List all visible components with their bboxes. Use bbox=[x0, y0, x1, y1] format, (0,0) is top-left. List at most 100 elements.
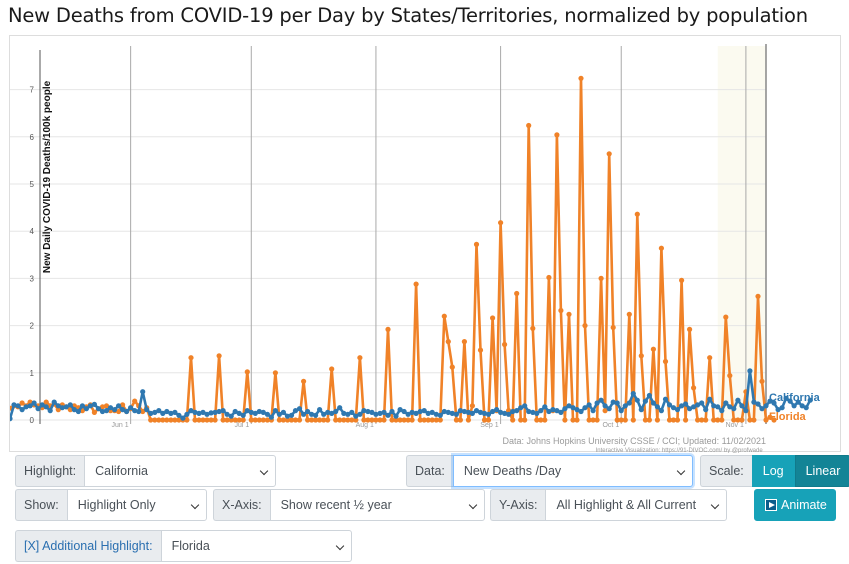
data-point-california bbox=[747, 368, 753, 374]
data-point-california bbox=[586, 402, 592, 408]
data-point-california bbox=[248, 409, 254, 415]
scale-log-button[interactable]: Log bbox=[751, 455, 795, 487]
yaxis-select[interactable]: All Highlight & All Current bbox=[545, 489, 727, 521]
data-point-florida bbox=[610, 324, 616, 331]
data-point-florida bbox=[417, 417, 423, 423]
data-point-florida bbox=[425, 417, 431, 423]
data-point-california bbox=[425, 410, 431, 416]
data-point-florida bbox=[477, 347, 484, 353]
xaxis-label: X-Axis: bbox=[213, 489, 270, 521]
additional-highlight-label[interactable]: [X] Additional Highlight: bbox=[15, 530, 161, 562]
data-point-california bbox=[498, 409, 504, 415]
data-point-florida bbox=[156, 417, 162, 423]
data-point-california bbox=[325, 409, 331, 415]
data-point-california bbox=[570, 405, 576, 411]
data-point-florida bbox=[630, 417, 636, 423]
chevron-down-icon bbox=[468, 500, 478, 510]
y-tick-label: 4 bbox=[30, 227, 35, 236]
animate-button[interactable]: Animate bbox=[754, 489, 836, 521]
data-point-california bbox=[679, 403, 685, 409]
data-point-florida bbox=[674, 417, 681, 423]
data-point-california bbox=[208, 410, 214, 416]
data-point-florida bbox=[228, 417, 234, 423]
y-tick-label: 1 bbox=[30, 369, 35, 378]
data-point-florida bbox=[301, 378, 307, 384]
data-label: Data: bbox=[406, 455, 453, 487]
x-tick-label: Nov 1 bbox=[726, 422, 744, 429]
chevron-down-icon bbox=[335, 541, 345, 551]
data-point-california bbox=[461, 408, 467, 415]
data-point-florida bbox=[200, 417, 206, 423]
data-point-florida bbox=[473, 241, 480, 247]
additional-highlight-select[interactable]: Florida bbox=[160, 530, 352, 562]
y-tick-label: 6 bbox=[30, 133, 35, 142]
data-point-california bbox=[168, 410, 174, 416]
data-point-california bbox=[518, 405, 524, 411]
data-point-california bbox=[550, 407, 556, 413]
data-point-florida bbox=[220, 417, 226, 423]
data-point-california bbox=[361, 408, 367, 414]
data-point-florida bbox=[296, 417, 303, 423]
show-group: Show: Highlight Only bbox=[15, 489, 207, 521]
data-point-florida bbox=[313, 417, 319, 423]
data-point-california bbox=[755, 401, 761, 407]
y-tick-label: 5 bbox=[30, 180, 35, 189]
show-select[interactable]: Highlight Only bbox=[66, 489, 207, 521]
data-point-florida bbox=[385, 326, 391, 332]
data-point-florida bbox=[759, 378, 765, 384]
data-point-california bbox=[224, 411, 230, 417]
data-point-florida bbox=[232, 417, 238, 423]
data-point-florida bbox=[204, 417, 210, 423]
data-point-florida bbox=[188, 355, 194, 361]
xaxis-select[interactable]: Show recent ½ year bbox=[269, 489, 485, 521]
data-point-california bbox=[405, 411, 411, 417]
data-point-california bbox=[389, 408, 395, 415]
series-label-california: California bbox=[769, 392, 821, 404]
data-point-california bbox=[763, 403, 769, 409]
play-icon bbox=[765, 499, 777, 511]
data-point-california bbox=[136, 408, 142, 415]
data-point-california bbox=[795, 399, 801, 405]
data-point-california bbox=[71, 407, 77, 413]
data-point-florida bbox=[377, 417, 383, 423]
data-select[interactable]: New Deaths /Day bbox=[452, 455, 693, 487]
data-point-florida bbox=[658, 245, 665, 251]
data-point-florida bbox=[502, 341, 508, 348]
data-point-california bbox=[803, 405, 809, 411]
data-point-california bbox=[349, 409, 355, 415]
data-point-florida bbox=[582, 323, 588, 329]
data-point-california bbox=[321, 411, 327, 417]
scale-linear-button[interactable]: Linear bbox=[794, 455, 849, 487]
data-point-california bbox=[739, 403, 745, 409]
data-point-florida bbox=[208, 417, 214, 423]
data-point-california bbox=[453, 411, 459, 417]
data-point-california bbox=[260, 409, 266, 415]
highlight-label: Highlight: bbox=[15, 455, 85, 487]
data-point-california bbox=[582, 405, 588, 411]
data-point-california bbox=[156, 408, 162, 414]
data-point-florida bbox=[767, 414, 773, 420]
data-point-california bbox=[103, 408, 110, 414]
data-point-california bbox=[11, 402, 17, 408]
data-point-california bbox=[176, 412, 182, 418]
data-point-california bbox=[723, 400, 729, 406]
data-point-florida bbox=[445, 339, 451, 345]
data-point-california bbox=[546, 408, 552, 415]
data-point-california bbox=[606, 406, 612, 412]
data-point-california bbox=[120, 407, 126, 413]
data-point-california bbox=[522, 403, 528, 409]
data-point-florida bbox=[687, 326, 693, 332]
data-point-florida bbox=[248, 417, 254, 423]
data-point-california bbox=[39, 402, 45, 408]
data-point-florida bbox=[683, 417, 689, 423]
data-point-florida bbox=[606, 151, 612, 157]
highlight-select[interactable]: California bbox=[84, 455, 276, 487]
data-point-florida bbox=[393, 417, 399, 423]
data-point-florida bbox=[699, 417, 705, 423]
data-point-california bbox=[687, 406, 693, 412]
data-point-florida bbox=[695, 417, 701, 423]
data-point-california bbox=[610, 399, 616, 405]
data-point-florida bbox=[449, 364, 455, 370]
highlight-group: Highlight: California bbox=[15, 455, 276, 487]
data-point-california bbox=[256, 408, 262, 415]
